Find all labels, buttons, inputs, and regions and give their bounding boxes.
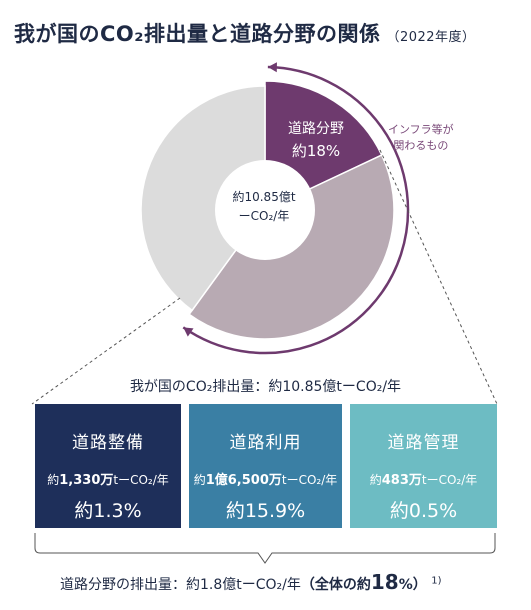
box-road-construction: 道路整備 約1,330万tーCO₂/年 約1.3% xyxy=(35,404,181,528)
box-percent: 約15.9% xyxy=(225,500,306,522)
box-road-use: 道路利用 約1億6,500万tーCO₂/年 約15.9% xyxy=(189,404,342,528)
box-name: 道路整備 xyxy=(72,433,144,453)
page-title: 我が国のCO₂排出量と道路分野の関係 （2022年度） xyxy=(14,22,476,46)
box-name: 道路利用 xyxy=(229,433,302,453)
slice-other xyxy=(140,85,266,312)
brace xyxy=(34,533,496,564)
box-percent: 約0.5% xyxy=(389,500,458,522)
total-emission-heading: 我が国のCO₂排出量：約10.85億tーCO₂/年 xyxy=(129,379,402,395)
box-percent: 約1.3% xyxy=(74,500,142,522)
title-year: （2022年度） xyxy=(386,30,476,45)
road-slice-label: 道路分野 約18% xyxy=(288,121,344,160)
dashed-connector-right xyxy=(379,149,498,405)
infra-annotation: インフラ等が 関わるもの xyxy=(388,123,454,152)
dashed-connector-left xyxy=(31,297,181,405)
box-emission: 約1,330万tーCO₂/年 xyxy=(47,473,169,488)
arrow-arc xyxy=(182,65,410,355)
box-road-management: 道路管理 約483万tーCO₂/年 約0.5% xyxy=(350,404,497,528)
arrow-head-icon xyxy=(267,62,277,73)
road-sector-summary: 道路分野の排出量：約1.8億tーCO₂/年（全体の約18%） 1) xyxy=(60,570,442,594)
arrow-head-icon xyxy=(183,327,194,337)
donut-center-label: 約10.85億t ーCO₂/年 xyxy=(232,190,296,223)
box-name: 道路管理 xyxy=(387,433,460,453)
donut-hole xyxy=(215,160,315,260)
box-emission: 約483万tーCO₂/年 xyxy=(369,473,478,488)
box-emission: 約1億6,500万tーCO₂/年 xyxy=(193,473,338,488)
